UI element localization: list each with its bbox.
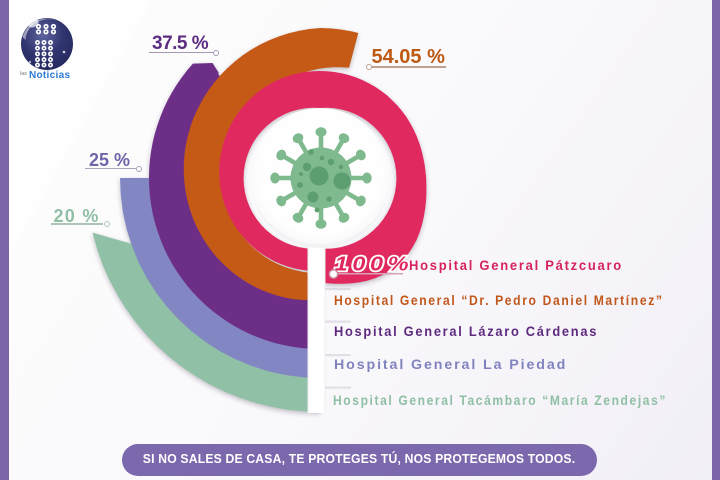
svg-text:100%: 100% (335, 252, 414, 275)
